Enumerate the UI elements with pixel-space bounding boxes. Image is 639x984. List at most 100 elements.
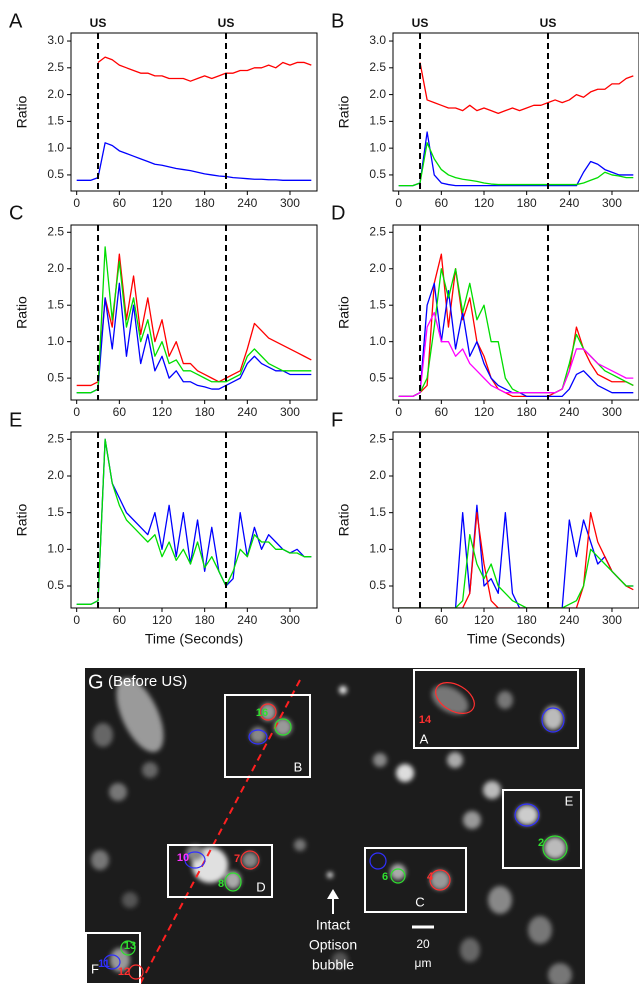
plot-frame	[70, 431, 318, 609]
box-label: F	[91, 961, 99, 976]
x-tick-label: 120	[152, 196, 172, 210]
x-tick-label: 120	[474, 405, 494, 419]
scale-unit: μm	[415, 956, 432, 970]
cell-label: 6	[382, 871, 388, 883]
y-tick-label: 0.5	[369, 167, 386, 181]
box-label: C	[415, 894, 424, 909]
trace	[76, 142, 312, 181]
panel-label: E	[9, 409, 22, 431]
plot-area	[398, 62, 634, 187]
x-tick-label: 60	[435, 405, 449, 419]
y-tick-label: 2.0	[47, 87, 64, 101]
y-axis-label: Ratio	[14, 503, 30, 536]
cell-labels: 14 16 10 7 8 6 4 2 13 11 12	[98, 707, 544, 978]
chart-panel: B Ratio 0.5 1.0 1.5 2.0 2.5 3.0 0 60 120 180 240 300 U…	[331, 10, 639, 210]
caption: (Before US)	[108, 673, 187, 690]
annotation: Intact Optison bubble	[309, 917, 357, 973]
x-tick-label: 0	[73, 613, 80, 627]
x-tick-label: 0	[395, 613, 402, 627]
event-label: US	[218, 16, 235, 30]
x-tick-label: 240	[559, 613, 579, 627]
event-label: US	[540, 16, 557, 30]
y-tick-label: 1.0	[369, 542, 386, 556]
y-tick-label: 0.5	[47, 167, 64, 181]
chart-panel: E Ratio Time (Seconds) 0.5 1.0 1.5 2.0 2.5 0 60 12…	[9, 409, 318, 647]
trace	[76, 438, 312, 605]
y-axis-label: Ratio	[14, 296, 30, 329]
annotation-line: Intact	[316, 917, 350, 933]
micrograph-background	[85, 668, 585, 984]
plot-area	[398, 504, 634, 608]
x-tick-label: 240	[237, 613, 257, 627]
y-tick-label: 2.0	[369, 468, 386, 482]
y-axis-label: Ratio	[336, 95, 352, 128]
x-tick-label: 240	[237, 405, 257, 419]
trace	[398, 311, 634, 397]
plot-frame	[392, 431, 639, 609]
roi-boxes	[85, 669, 582, 984]
cell-label: 16	[256, 707, 268, 719]
x-tick-label: 180	[195, 196, 215, 210]
y-tick-label: 2.0	[47, 261, 64, 275]
x-tick-label: 300	[602, 405, 622, 419]
cell-label: 8	[218, 878, 224, 890]
x-tick-label: 180	[517, 196, 537, 210]
x-tick-label: 300	[280, 196, 300, 210]
x-tick-label: 240	[559, 405, 579, 419]
plot-frame	[70, 224, 318, 401]
y-tick-label: 0.5	[369, 578, 386, 592]
x-axis-label: Time (Seconds)	[145, 631, 243, 647]
y-tick-label: 1.0	[47, 334, 64, 348]
x-tick-label: 300	[280, 405, 300, 419]
trace	[398, 512, 634, 608]
trace	[398, 534, 634, 608]
annotation-line: bubble	[312, 957, 354, 973]
y-tick-label: 1.5	[47, 297, 64, 311]
y-tick-label: 0.5	[47, 370, 64, 384]
y-tick-label: 2.5	[369, 432, 386, 446]
scan-line	[139, 679, 301, 984]
panel-label: D	[331, 202, 345, 224]
x-tick-label: 180	[195, 613, 215, 627]
panel-label: F	[331, 409, 343, 431]
x-tick-label: 60	[435, 613, 449, 627]
x-tick-label: 180	[517, 405, 537, 419]
trace	[97, 56, 312, 82]
roi-outlines	[103, 682, 568, 980]
cell-label: 2	[538, 837, 544, 849]
x-tick-label: 60	[113, 196, 127, 210]
y-tick-label: 1.0	[369, 140, 386, 154]
y-axis-label: Ratio	[14, 95, 30, 128]
y-axis-label: Ratio	[336, 503, 352, 536]
y-tick-label: 1.5	[47, 505, 64, 519]
plot-area	[76, 246, 312, 394]
x-tick-label: 0	[395, 196, 402, 210]
event-label: US	[90, 16, 107, 30]
chart-panel: A Ratio 0.5 1.0 1.5 2.0 2.5 3.0 0 60 120 180 240 300 U…	[9, 10, 318, 210]
y-tick-label: 1.0	[369, 334, 386, 348]
x-tick-label: 120	[474, 613, 494, 627]
y-tick-label: 1.0	[47, 542, 64, 556]
box-label: B	[294, 759, 303, 774]
box-label: D	[256, 879, 265, 894]
chart-panel: F Ratio Time (Seconds) 0.5 1.0 1.5 2.0 2.5 0 60 12…	[331, 409, 639, 647]
x-tick-label: 300	[602, 613, 622, 627]
x-tick-label: 300	[280, 613, 300, 627]
trace	[398, 131, 634, 187]
x-tick-label: 180	[195, 405, 215, 419]
panel-label: G	[88, 671, 104, 693]
box-label: E	[565, 793, 574, 808]
plot-area	[76, 56, 312, 181]
y-tick-label: 2.5	[47, 224, 64, 238]
plot-frame	[70, 32, 318, 192]
trace	[76, 438, 312, 605]
plot-area	[398, 253, 634, 397]
x-tick-label: 120	[474, 196, 494, 210]
y-tick-label: 1.5	[369, 114, 386, 128]
y-tick-label: 0.5	[369, 370, 386, 384]
cell-label: 12	[118, 966, 130, 978]
y-tick-label: 1.5	[369, 297, 386, 311]
cell-label: 11	[98, 958, 110, 970]
x-tick-label: 0	[73, 196, 80, 210]
